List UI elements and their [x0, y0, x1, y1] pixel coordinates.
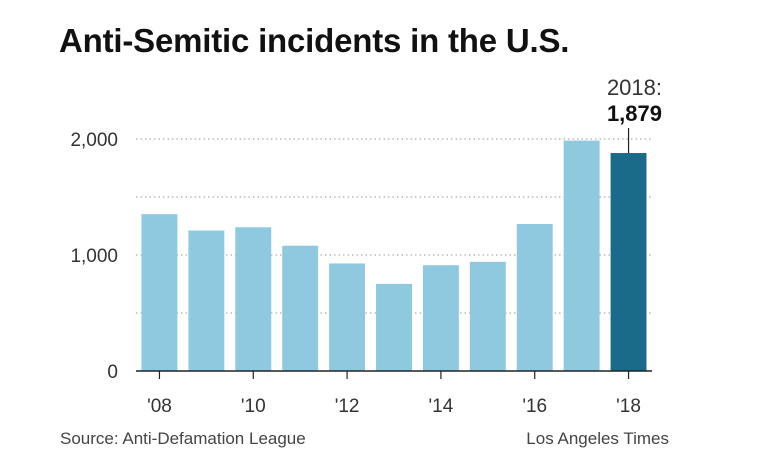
x-tick-label: '10 — [241, 396, 266, 417]
bar — [188, 230, 225, 371]
x-axis-ticks: '08 '10 '12 '14 '16 '18 — [147, 371, 641, 417]
bar-highlight — [610, 153, 647, 371]
bar — [469, 261, 506, 371]
publisher-credit: Los Angeles Times — [526, 429, 669, 448]
bar — [563, 140, 600, 371]
highlight-callout: 2018: 1,879 — [607, 75, 662, 154]
y-axis-tick-labels: 0 1,000 2,000 — [70, 130, 118, 383]
bar — [329, 263, 366, 371]
bar — [516, 224, 553, 371]
bar — [376, 283, 412, 371]
y-tick-label: 1,000 — [70, 246, 118, 267]
x-tick-label: '14 — [429, 396, 454, 417]
source-note: Source: Anti-Defamation League — [60, 429, 306, 448]
chart-title: Anti-Semitic incidents in the U.S. — [59, 22, 570, 59]
bar — [422, 265, 459, 371]
callout-year-label: 2018: — [607, 75, 662, 100]
x-tick-label: '08 — [147, 396, 172, 417]
bar — [282, 245, 319, 371]
y-tick-label: 0 — [107, 362, 118, 383]
x-tick-label: '18 — [616, 396, 641, 417]
x-tick-label: '16 — [522, 396, 547, 417]
callout-value-label: 1,879 — [607, 101, 662, 126]
x-tick-label: '12 — [335, 396, 360, 417]
y-tick-label: 2,000 — [70, 130, 118, 151]
bar — [141, 214, 178, 371]
bar — [235, 227, 272, 371]
bars — [141, 140, 647, 371]
